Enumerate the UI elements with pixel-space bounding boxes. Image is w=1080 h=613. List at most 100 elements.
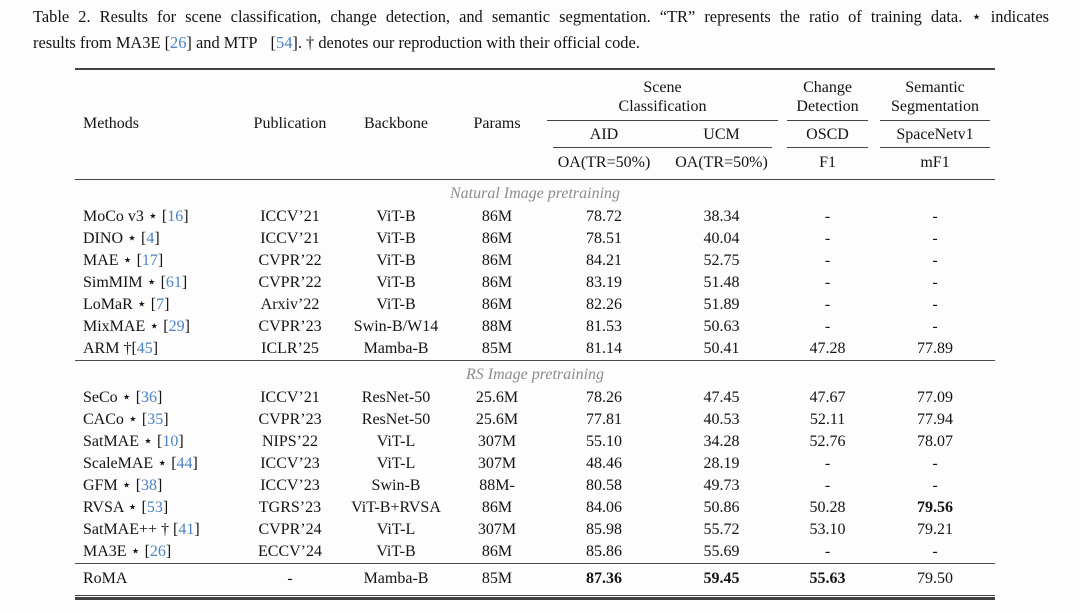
citation-link[interactable]: 35 (147, 411, 164, 428)
method-label: MixMAE ⋆ [ (83, 318, 169, 335)
citation-link[interactable]: 36 (141, 389, 158, 406)
value-cell: 79.56 (917, 499, 954, 516)
method-label: SimMIM ⋆ [ (83, 274, 166, 291)
value-cell: - (932, 542, 938, 560)
table-row: RoMA - Mamba-B 85M 87.36 59.45 55.63 79.50 (75, 562, 996, 595)
publication-cell: CVPR’22 (258, 252, 322, 269)
table-header: Methods Publication Backbone Params Scen… (75, 69, 996, 179)
citation-link[interactable]: 54 (276, 33, 293, 52)
backbone-cell: Swin-B (371, 477, 421, 494)
backbone-cell: ViT-L (376, 433, 416, 450)
value-cell: 84.21 (586, 252, 622, 269)
publication-cell: ICCV’23 (260, 455, 320, 472)
method-label-suffix: ] (192, 455, 198, 472)
table-row: SimMIM ⋆ [61] CVPR’22 ViT-B 86M 83.19 51.48 - - (75, 272, 995, 294)
method-label: SeCo ⋆ [ (83, 389, 142, 406)
value-cell: 48.46 (586, 455, 622, 472)
value-cell: 84.06 (586, 499, 622, 516)
citation-link[interactable]: 26 (170, 33, 187, 52)
citation-link[interactable]: 41 (178, 521, 195, 538)
method-label: MA3E ⋆ [ (83, 542, 150, 560)
dataset-rule (880, 147, 991, 148)
citation-link[interactable]: 10 (162, 433, 179, 450)
publication-cell: ICCV’21 (260, 208, 320, 225)
params-cell: 86M (481, 274, 513, 291)
table-row: RVSA ⋆ [53] TGRS’23 ViT-B+RVSA 86M 84.06 50.8… (75, 497, 995, 519)
method-cell: LoMaR ⋆ [7] (75, 294, 237, 316)
method-label-suffix: ] (178, 433, 184, 450)
value-cell: - (932, 318, 938, 335)
value-cell: - (824, 318, 831, 335)
publication-cell: NIPS’22 (261, 433, 318, 450)
value-cell: 40.04 (703, 230, 740, 247)
params-cell: 86M (481, 542, 513, 560)
value-cell: - (932, 208, 938, 225)
method-cell: ScaleMAE ⋆ [44] (75, 453, 237, 475)
backbone-cell: ViT-L (376, 521, 416, 538)
citation-link[interactable]: 61 (165, 274, 182, 291)
backbone-cell: Mamba-B (343, 562, 449, 595)
value-cell: 55.69 (703, 542, 740, 560)
table-body: Natural Image pretraining MoCo v3 ⋆ [16] I… (75, 179, 996, 595)
publication-cell: ICLR’25 (261, 339, 319, 357)
value-cell: 78.07 (917, 433, 954, 450)
backbone-cell: Mamba-B (363, 339, 429, 357)
value-cell: - (932, 296, 938, 313)
citation-link[interactable]: 45 (136, 339, 153, 357)
method-label-suffix: ] (164, 296, 170, 313)
backbone-cell: ViT-B (376, 274, 416, 291)
citation-link[interactable]: 44 (176, 455, 193, 472)
col-header-ucm: UCM (663, 121, 780, 148)
col-header-aid: AID (545, 121, 663, 148)
caption-text: ]. † denotes our reproduction with their… (292, 33, 640, 52)
value-cell: - (932, 477, 938, 494)
value-cell: 78.51 (586, 230, 622, 247)
params-cell: 307M (477, 455, 517, 472)
citation-link[interactable]: 17 (141, 252, 158, 269)
section-header-row: RS Image pretraining (75, 359, 996, 387)
value-cell: - (824, 252, 831, 269)
citation-link[interactable]: 29 (168, 318, 185, 335)
value-cell: 47.67 (809, 389, 846, 406)
method-label: RoMA (83, 570, 128, 587)
citation-link[interactable]: 53 (146, 499, 163, 516)
group-label: Scene Classification (618, 78, 707, 115)
publication-cell: Arxiv’22 (260, 296, 320, 313)
table-row: ScaleMAE ⋆ [44] ICCV’23 ViT-L 307M 48.46 28.1… (75, 453, 995, 475)
method-cell: MA3E ⋆ [26] (75, 541, 237, 563)
citation-link[interactable]: 4 (146, 230, 155, 247)
method-label: ARM †[ (83, 339, 137, 357)
citation-link[interactable]: 38 (141, 477, 158, 494)
method-cell: GFM ⋆ [38] (75, 475, 237, 497)
section-title: Natural Image pretraining (449, 185, 621, 202)
table-row: LoMaR ⋆ [7] Arxiv’22 ViT-B 86M 82.26 51.89 - - (75, 294, 995, 316)
section-title: RS Image pretraining (75, 359, 996, 387)
table-row: ARM †[45] ICLR’25 Mamba-B 85M 81.14 50.41 47.2… (75, 338, 995, 360)
params-cell: 85M (481, 339, 513, 357)
method-cell: ARM †[45] (75, 338, 237, 360)
method-label: SatMAE ⋆ [ (83, 433, 163, 450)
value-cell: 78.26 (586, 389, 622, 406)
citation-link[interactable]: 26 (149, 542, 166, 560)
method-label: MAE ⋆ [ (83, 252, 142, 269)
value-cell: 87.36 (545, 562, 663, 595)
publication-cell: CVPR’23 (258, 411, 322, 428)
col-group-semantic-segmentation: Semantic Segmentation (875, 69, 995, 121)
method-label-suffix: ] (157, 252, 164, 269)
dataset-label: UCM (703, 125, 740, 143)
group-rule (787, 120, 869, 121)
value-cell: 83.19 (586, 274, 622, 291)
method-cell: CACo ⋆ [35] (75, 409, 237, 431)
params-cell: 86M (481, 499, 513, 516)
value-cell: 77.81 (586, 411, 622, 428)
group-rule (547, 120, 779, 121)
method-label-suffix: ] (181, 274, 188, 291)
col-header-publication: Publication (253, 115, 327, 133)
value-cell: 55.10 (586, 433, 622, 450)
citation-link[interactable]: 16 (167, 208, 184, 225)
citation-link[interactable]: 7 (156, 296, 165, 313)
bottom-rule (75, 597, 995, 600)
publication-cell: - (237, 562, 343, 595)
method-label: RVSA ⋆ [ (83, 499, 147, 516)
value-cell: 38.34 (703, 208, 740, 225)
